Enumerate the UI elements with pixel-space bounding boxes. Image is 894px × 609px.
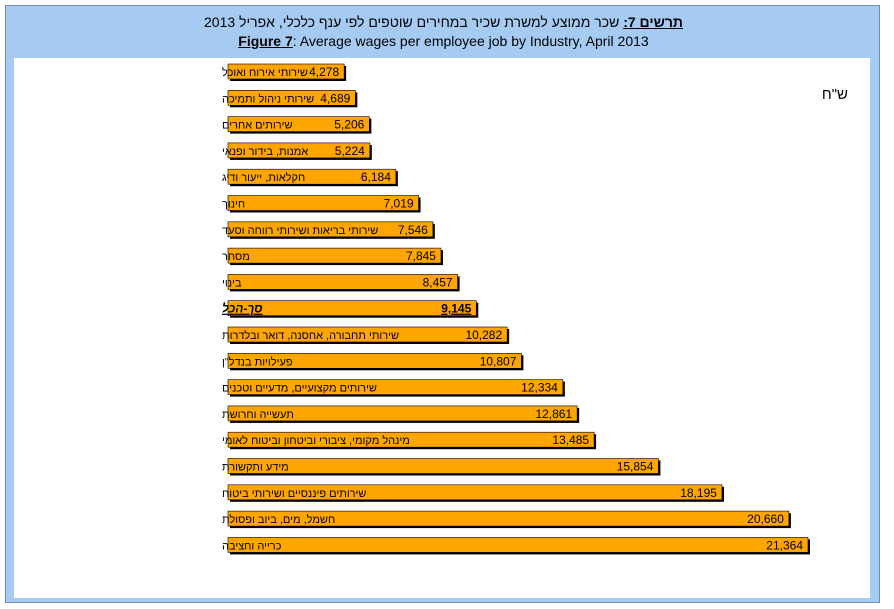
bar — [227, 221, 434, 238]
value-label: 10,807 — [480, 354, 517, 368]
value-label: 4,689 — [320, 91, 350, 105]
title-hebrew: תרשים 7: שכר ממוצע למשרת שכיר במחירים שו… — [6, 13, 881, 32]
bar — [227, 431, 595, 448]
category-label: שירותי תחבורה, אחסנה, דואר ובלדרות — [222, 329, 399, 342]
title-hebrew-lead: תרשים 7: — [623, 14, 683, 30]
value-label: 15,854 — [617, 460, 654, 474]
value-label: 9,145 — [441, 302, 471, 316]
category-label: חשמל, מים, ביוב ופסולת — [222, 513, 335, 526]
category-label: שירותי ניהול ותמיכה — [222, 92, 314, 105]
bar — [227, 379, 564, 395]
value-label: 5,206 — [334, 118, 364, 132]
bar — [227, 89, 356, 106]
bar — [227, 274, 458, 290]
category-label: שירותים אחרים — [222, 120, 293, 132]
category-label: חקלאות, ייעור ודיג — [222, 171, 305, 184]
category-label: אמנות, בידור ופנאי — [222, 146, 308, 158]
category-label: סך-הכל — [222, 302, 263, 316]
value-label: 6,184 — [361, 170, 391, 184]
value-label: 7,845 — [406, 249, 436, 263]
bar — [227, 168, 397, 185]
category-label: חינוך — [222, 199, 245, 211]
category-label: שירותי אירוח ואוכל — [222, 66, 308, 79]
value-label: 12,861 — [535, 407, 572, 421]
category-label: שירותים פיננסיים ושירותי ביטוח — [222, 488, 366, 500]
value-label: 20,660 — [747, 512, 784, 526]
category-label: מינהל מקומי, ציבורי וביטחון וביטוח לאומי — [222, 434, 410, 447]
value-label: 7,546 — [398, 223, 428, 237]
plot-area: ש"ח 4,278 שירותי אירוח ואוכל 4,689 שירותי נ… — [14, 58, 870, 598]
chart-frame: תרשים 7: שכר ממוצע למשרת שכיר במחירים שו… — [5, 5, 880, 603]
chart-title: תרשים 7: שכר ממוצע למשרת שכיר במחירים שו… — [6, 13, 881, 51]
value-label: 8,457 — [423, 275, 453, 289]
category-label: פעילויות בנדל"ן — [222, 355, 293, 368]
value-label: 13,485 — [552, 433, 589, 447]
unit-label: ש"ח — [821, 86, 848, 103]
bar — [227, 247, 442, 264]
bar — [227, 537, 809, 553]
bar — [227, 300, 477, 316]
value-label: 10,282 — [465, 328, 502, 342]
category-label: בינוי — [222, 277, 242, 289]
bar — [227, 195, 419, 211]
title-english-lead: Figure 7 — [238, 33, 293, 49]
bar — [227, 510, 790, 527]
value-label: 18,195 — [680, 486, 717, 500]
value-label: 4,278 — [309, 65, 339, 79]
bar — [227, 405, 578, 422]
bar — [227, 142, 371, 159]
bar — [227, 326, 508, 343]
title-hebrew-text: שכר ממוצע למשרת שכיר במחירים שוטפים לפי … — [204, 14, 624, 30]
category-label: מידע ותקשורת — [222, 462, 289, 474]
value-label: 7,019 — [384, 197, 414, 211]
value-label: 5,224 — [335, 144, 365, 158]
value-label: 21,364 — [766, 538, 803, 552]
bar — [227, 458, 659, 474]
category-label: תעשייה וחרושת — [222, 409, 294, 421]
value-label: 12,334 — [521, 381, 558, 395]
bar — [227, 116, 370, 132]
bar — [227, 63, 345, 80]
bar — [227, 352, 522, 369]
category-label: שירותי בריאות ושירותי רווחה וסעד — [222, 225, 378, 237]
title-english-text: : Average wages per employee job by Indu… — [292, 33, 649, 49]
bar — [227, 484, 723, 501]
category-label: כרייה וחציבה — [222, 540, 282, 552]
category-label: מסחר — [222, 251, 250, 263]
category-label: שירותים מקצועיים, מדעיים וטכנים — [222, 383, 377, 395]
title-english: Figure 7: Average wages per employee job… — [6, 32, 881, 51]
